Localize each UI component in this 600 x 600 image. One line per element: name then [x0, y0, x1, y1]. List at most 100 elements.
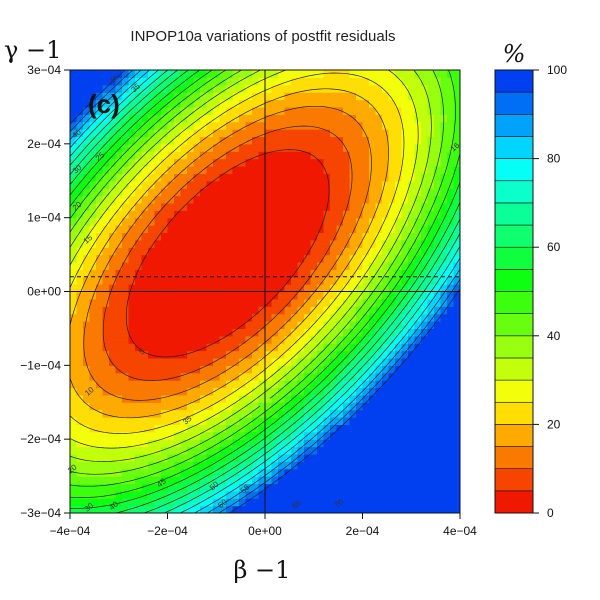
heat-cell: [219, 335, 227, 344]
heat-cell: [148, 387, 156, 396]
heat-cell: [362, 291, 370, 300]
heat-cell: [375, 106, 383, 115]
heat-cell: [265, 394, 273, 403]
heat-cell: [369, 210, 377, 219]
heat-cell: [122, 490, 130, 499]
heat-cell: [356, 180, 364, 189]
heat-cell: [447, 165, 455, 174]
heat-cell: [70, 173, 78, 182]
heat-cell: [291, 335, 299, 344]
heat-cell: [245, 335, 253, 344]
heat-cell: [70, 84, 78, 93]
heat-cell: [401, 261, 409, 270]
heat-cell: [453, 498, 460, 507]
heat-cell: [343, 188, 351, 197]
heat-cell: [226, 195, 234, 204]
heat-cell: [278, 114, 286, 123]
heat-cell: [401, 461, 409, 470]
heat-cell: [434, 365, 442, 374]
heat-cell: [291, 143, 299, 152]
heat-cell: [291, 380, 299, 389]
heat-cell: [102, 409, 110, 418]
heat-cell: [310, 158, 318, 167]
heat-cell: [167, 402, 175, 411]
heat-cell: [356, 476, 364, 485]
heat-cell: [414, 409, 422, 418]
heat-cell: [206, 261, 214, 270]
heat-cell: [284, 372, 292, 381]
heat-cell: [148, 121, 156, 130]
heat-cell: [232, 247, 240, 256]
heat-cell: [414, 357, 422, 366]
heat-cell: [427, 498, 435, 507]
heat-cell: [180, 70, 188, 78]
heat-cell: [356, 431, 364, 440]
heat-cell: [408, 106, 416, 115]
heat-cell: [102, 254, 110, 263]
heat-cell: [291, 439, 299, 448]
heat-cell: [323, 409, 331, 418]
heat-cell: [349, 498, 357, 507]
heat-cell: [349, 387, 357, 396]
heat-cell: [213, 195, 221, 204]
heat-cell: [161, 328, 169, 337]
heat-cell: [219, 188, 227, 197]
heat-cell: [193, 151, 201, 160]
heat-cell: [356, 129, 364, 138]
heat-cell: [447, 461, 455, 470]
heat-cell: [89, 84, 97, 93]
heat-cell: [232, 424, 240, 433]
heat-cell: [447, 468, 455, 477]
heat-cell: [421, 357, 429, 366]
heat-cell: [76, 476, 84, 485]
heat-cell: [76, 505, 84, 513]
heat-cell: [258, 476, 266, 485]
heat-cell: [343, 129, 351, 138]
heat-cell: [336, 165, 344, 174]
heat-cell: [109, 372, 117, 381]
heat-cell: [369, 490, 377, 499]
heat-cell: [382, 276, 390, 285]
heat-cell: [83, 92, 91, 101]
heat-cell: [349, 151, 357, 160]
heat-cell: [369, 165, 377, 174]
heat-cell: [226, 505, 234, 513]
heat-cell: [193, 343, 201, 352]
heat-cell: [206, 298, 214, 307]
heat-cell: [375, 70, 383, 78]
heat-cell: [193, 409, 201, 418]
heat-cell: [219, 276, 227, 285]
heat-cell: [115, 357, 123, 366]
heat-cell: [174, 151, 182, 160]
heat-cell: [427, 261, 435, 270]
heat-cell: [304, 357, 312, 366]
heat-cell: [258, 269, 266, 278]
heat-cell: [349, 217, 357, 226]
heat-cell: [291, 114, 299, 123]
heat-cell: [193, 490, 201, 499]
heat-cell: [200, 114, 208, 123]
heat-cell: [239, 365, 247, 374]
heat-cell: [271, 151, 279, 160]
heat-cell: [167, 77, 175, 86]
heat-cell: [128, 217, 136, 226]
heat-cell: [154, 431, 162, 440]
heat-cell: [336, 232, 344, 241]
heat-cell: [362, 365, 370, 374]
heat-cell: [239, 357, 247, 366]
heat-cell: [414, 261, 422, 270]
heat-cell: [414, 431, 422, 440]
heat-cell: [414, 350, 422, 359]
heat-cell: [96, 180, 104, 189]
heat-cell: [343, 439, 351, 448]
heat-cell: [239, 335, 247, 344]
heat-cell: [395, 476, 403, 485]
heat-cell: [421, 247, 429, 256]
heat-cell: [427, 247, 435, 256]
heat-cell: [96, 77, 104, 86]
heat-cell: [414, 439, 422, 448]
heat-cell: [382, 476, 390, 485]
heat-cell: [128, 151, 136, 160]
heat-cell: [356, 276, 364, 285]
